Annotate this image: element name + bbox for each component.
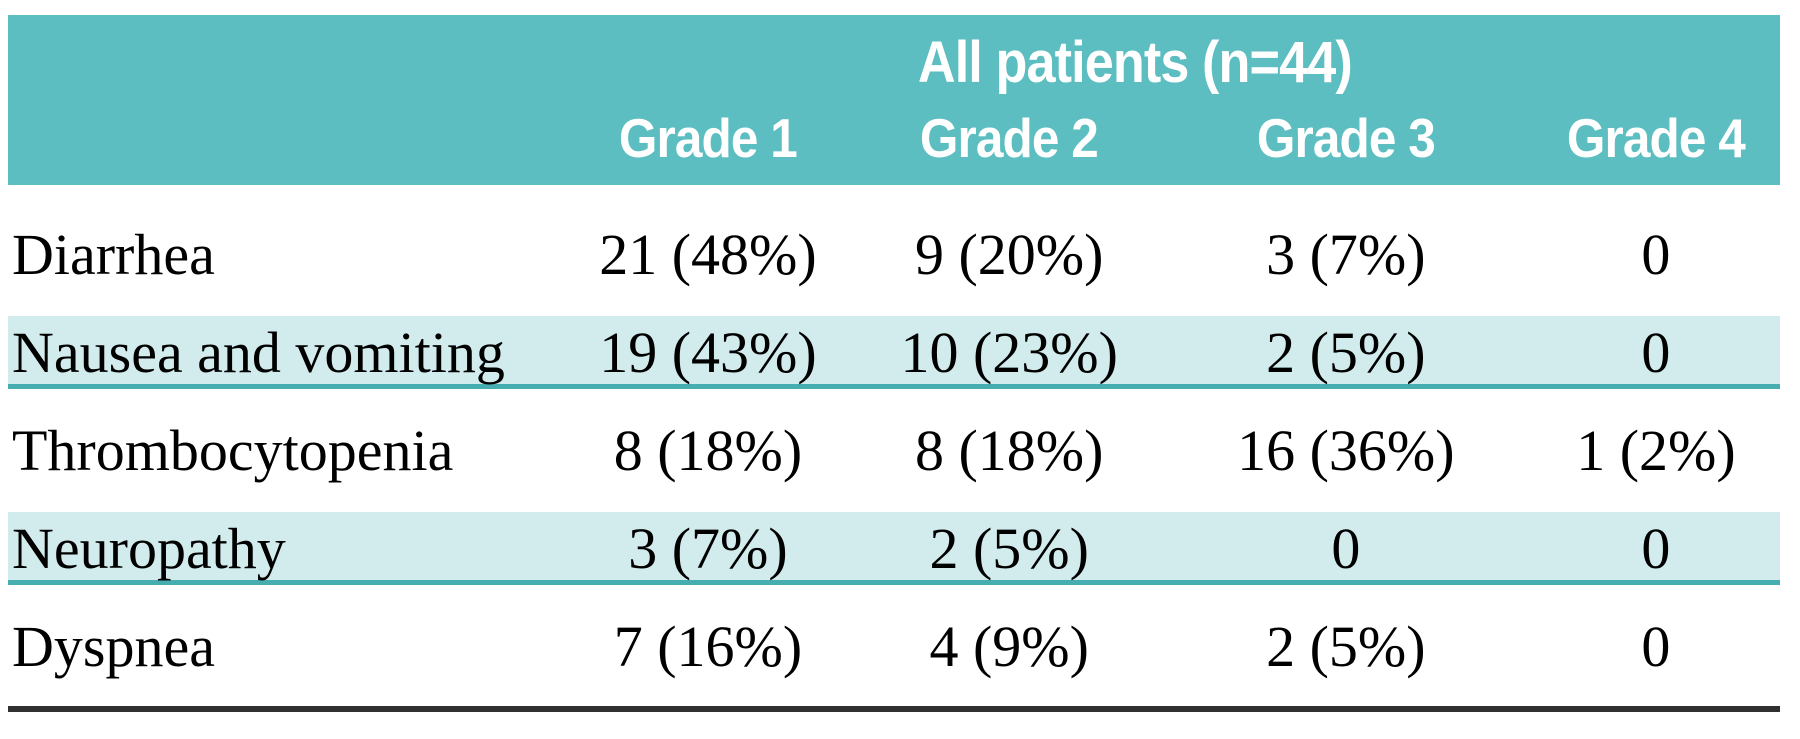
grade1-value: 21 (48%): [599, 221, 817, 287]
grade4-value: 0: [1641, 319, 1671, 385]
table-row-neuropathy: Neuropathy 3 (7%) 2 (5%) 0 0: [8, 499, 1780, 597]
row-label: Nausea and vomiting: [12, 319, 505, 385]
adverse-events-table: All patients (n=44) Grade 1 Grade 2 Grad…: [8, 15, 1780, 712]
grade4-value: 0: [1641, 613, 1671, 679]
column-header-label: Grade 3: [1256, 107, 1436, 169]
group-header-label: All patients (n=44): [917, 29, 1352, 95]
grade1-value: 3 (7%): [628, 515, 788, 581]
grade4-value: 1 (2%): [1576, 417, 1736, 483]
grade3-value: 0: [1331, 515, 1361, 581]
grade1-value: 8 (18%): [613, 417, 803, 483]
column-header-label: Grade 2: [920, 107, 1099, 169]
column-header-label: Grade 4: [1566, 107, 1746, 169]
group-header-row: All patients (n=44): [8, 23, 1780, 101]
grade2-value: 8 (18%): [914, 417, 1104, 483]
grade3-value: 2 (5%): [1266, 319, 1426, 385]
table-body: Diarrhea 21 (48%) 9 (20%) 3 (7%) 0 Nause…: [8, 185, 1780, 695]
column-header-row: Grade 1 Grade 2 Grade 3 Grade 4: [8, 101, 1780, 175]
table-row-dyspnea: Dyspnea 7 (16%) 4 (9%) 2 (5%) 0: [8, 597, 1780, 695]
grade4-value: 0: [1641, 515, 1671, 581]
grade2-value: 4 (9%): [929, 613, 1089, 679]
row-label: Diarrhea: [12, 221, 215, 287]
table-row-nausea-and-vomiting: Nausea and vomiting 19 (43%) 10 (23%) 2 …: [8, 303, 1780, 401]
row-label: Thrombocytopenia: [12, 417, 454, 483]
column-header-grade2: Grade 2: [859, 106, 1160, 170]
row-label: Dyspnea: [12, 613, 215, 679]
column-header-grade4: Grade 4: [1532, 106, 1780, 170]
grade2-value: 2 (5%): [929, 515, 1089, 581]
grade3-value: 2 (5%): [1266, 613, 1426, 679]
grade4-value: 0: [1641, 221, 1671, 287]
table-header-band: All patients (n=44) Grade 1 Grade 2 Grad…: [8, 15, 1780, 185]
grade2-value: 10 (23%): [900, 319, 1118, 385]
column-header-grade3: Grade 3: [1160, 106, 1532, 170]
row-label: Neuropathy: [12, 515, 286, 581]
column-header-grade1: Grade 1: [557, 106, 858, 170]
column-header-label: Grade 1: [618, 107, 798, 169]
table-bottom-rule: [8, 706, 1780, 712]
grade2-value: 9 (20%): [914, 221, 1104, 287]
grade1-value: 7 (16%): [613, 613, 803, 679]
table-row-thrombocytopenia: Thrombocytopenia 8 (18%) 8 (18%) 16 (36%…: [8, 401, 1780, 499]
grade3-value: 16 (36%): [1237, 417, 1455, 483]
grade1-value: 19 (43%): [599, 319, 817, 385]
group-header-cell: All patients (n=44): [557, 29, 1780, 96]
table-row-diarrhea: Diarrhea 21 (48%) 9 (20%) 3 (7%) 0: [8, 205, 1780, 303]
grade3-value: 3 (7%): [1266, 221, 1426, 287]
